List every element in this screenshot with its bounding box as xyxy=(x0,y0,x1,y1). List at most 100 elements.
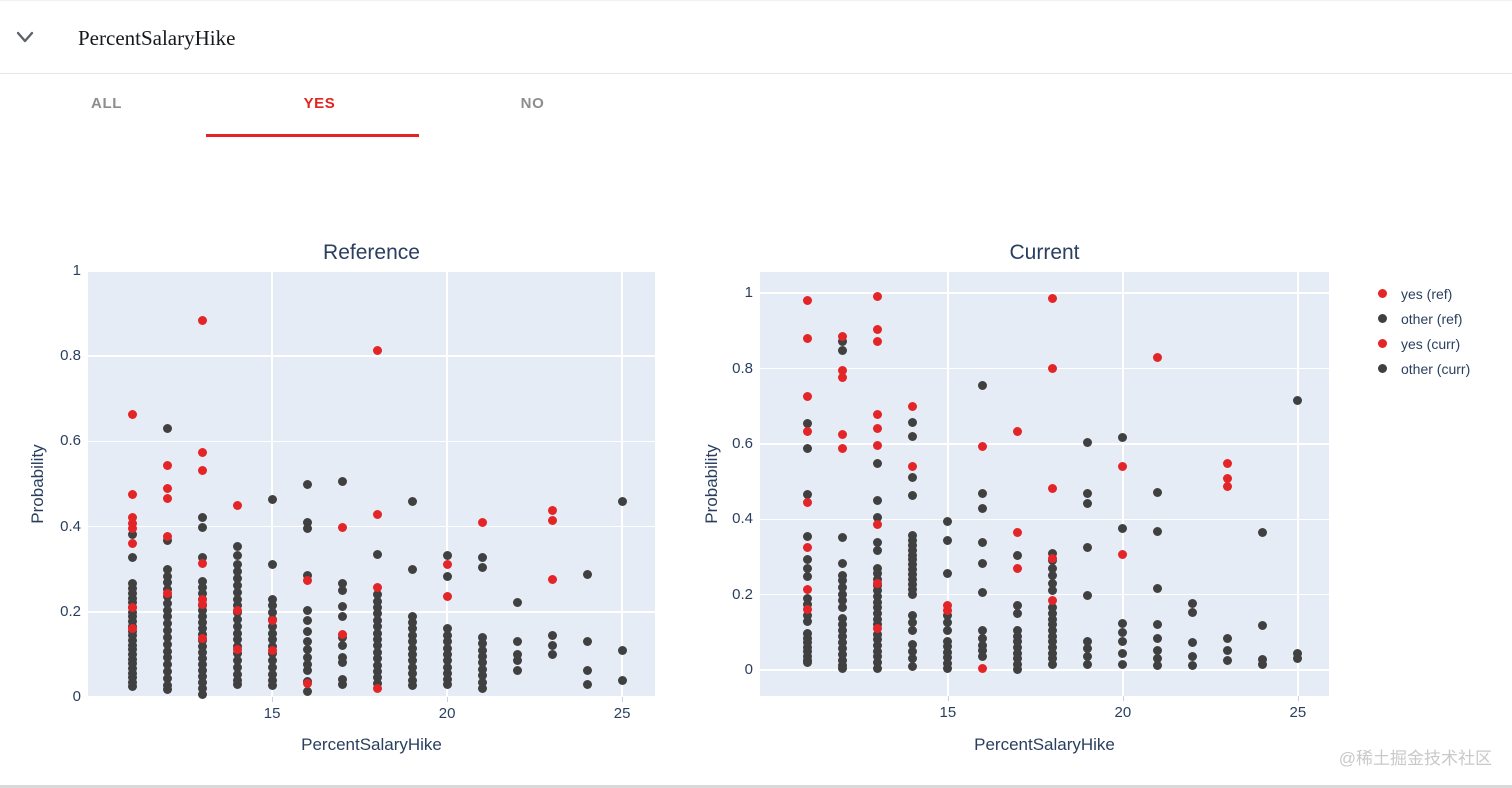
data-point xyxy=(908,535,918,545)
data-point xyxy=(908,555,918,565)
data-point xyxy=(1153,654,1163,664)
legend-dot-dark-icon xyxy=(1378,314,1387,323)
data-point xyxy=(582,679,592,689)
data-point xyxy=(267,675,277,685)
data-point xyxy=(197,648,207,658)
data-point xyxy=(908,560,918,570)
legend-item-other-curr[interactable]: other (curr) xyxy=(1368,356,1470,381)
data-point xyxy=(442,649,452,659)
data-point xyxy=(477,677,487,687)
data-point xyxy=(943,535,953,545)
data-point xyxy=(547,505,557,515)
chevron-down-icon[interactable] xyxy=(13,27,37,47)
data-point xyxy=(127,682,137,692)
y-tick-label: 0.6 xyxy=(732,434,753,452)
data-point xyxy=(127,649,137,659)
data-point xyxy=(197,624,207,634)
data-point xyxy=(1293,654,1303,664)
data-point xyxy=(547,649,557,659)
y-tick-label: 0 xyxy=(72,688,81,705)
data-point xyxy=(978,646,988,656)
y-gridline xyxy=(760,593,1329,596)
data-point xyxy=(477,553,487,563)
current-x-axis-title: PercentSalaryHike xyxy=(974,735,1115,754)
data-point xyxy=(943,636,953,646)
data-point xyxy=(337,653,347,663)
data-point xyxy=(372,647,382,657)
data-point xyxy=(908,402,918,411)
data-point xyxy=(547,630,557,640)
data-point xyxy=(803,658,813,668)
data-point xyxy=(267,616,277,626)
data-point xyxy=(442,674,452,684)
data-point xyxy=(1013,601,1023,610)
data-point xyxy=(873,614,883,624)
data-point xyxy=(803,605,813,615)
data-point xyxy=(908,579,918,589)
data-point xyxy=(873,459,883,469)
data-point xyxy=(1048,548,1058,558)
data-point xyxy=(162,632,172,642)
reference-plot-area[interactable]: 0 0.2 0.4 0.6 0.8 1 15 20 25 xyxy=(60,262,655,722)
data-point xyxy=(127,598,137,608)
tab-all[interactable]: ALL xyxy=(91,95,122,112)
data-point xyxy=(197,642,207,652)
data-point xyxy=(232,580,242,590)
data-point xyxy=(838,638,848,648)
data-point xyxy=(232,542,242,552)
data-point xyxy=(197,684,207,693)
data-point xyxy=(978,640,988,650)
data-point xyxy=(442,572,452,582)
data-point xyxy=(1118,523,1128,533)
data-point xyxy=(127,617,137,627)
data-point xyxy=(908,461,918,471)
data-point xyxy=(803,427,813,437)
data-point xyxy=(1083,591,1093,601)
data-point xyxy=(1048,364,1058,373)
legend-item-yes-ref[interactable]: yes (ref) xyxy=(1368,281,1470,306)
data-point xyxy=(838,443,848,453)
data-point xyxy=(267,594,277,604)
data-point xyxy=(873,512,883,522)
current-plot-area[interactable]: 0 0.2 0.4 0.6 0.8 1 15 20 25 xyxy=(732,272,1329,721)
data-point xyxy=(1118,619,1128,629)
data-point xyxy=(908,575,918,584)
data-point xyxy=(302,576,312,586)
data-point xyxy=(1048,553,1058,563)
data-point xyxy=(1258,659,1268,669)
data-point xyxy=(838,336,848,346)
data-point xyxy=(1048,659,1058,669)
x-tick-mark xyxy=(947,696,949,701)
data-point xyxy=(1118,549,1128,559)
data-point xyxy=(162,673,172,683)
data-point xyxy=(197,553,207,563)
data-point xyxy=(908,639,918,649)
data-point xyxy=(873,609,883,618)
data-point xyxy=(407,649,417,659)
tab-yes[interactable]: YES xyxy=(303,95,336,112)
data-point xyxy=(873,410,883,420)
data-point xyxy=(442,662,452,672)
data-point xyxy=(302,523,312,533)
data-point xyxy=(267,635,277,645)
data-point xyxy=(803,593,813,603)
legend-item-other-ref[interactable]: other (ref) xyxy=(1368,306,1470,331)
data-point xyxy=(127,530,137,540)
data-point xyxy=(162,612,172,622)
legend-item-yes-curr[interactable]: yes (curr) xyxy=(1368,331,1470,356)
data-point xyxy=(943,569,953,578)
data-point xyxy=(908,584,918,594)
legend-dot-red-icon xyxy=(1378,289,1387,298)
data-point xyxy=(803,572,813,581)
data-point xyxy=(407,630,417,640)
y-gridline xyxy=(88,270,655,272)
data-point xyxy=(197,582,207,592)
data-point xyxy=(582,666,592,676)
data-point xyxy=(337,523,347,532)
data-point xyxy=(838,664,848,674)
data-point xyxy=(162,531,172,541)
data-point xyxy=(1293,396,1303,405)
data-point xyxy=(908,472,918,482)
data-point xyxy=(1013,648,1023,658)
tab-no[interactable]: NO xyxy=(520,95,545,112)
